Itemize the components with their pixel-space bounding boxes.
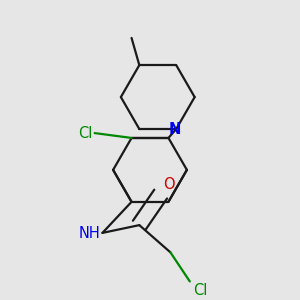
Text: O: O [164, 177, 175, 192]
Text: Cl: Cl [78, 126, 93, 141]
Text: NH: NH [79, 226, 101, 242]
Text: Cl: Cl [193, 284, 207, 298]
Text: N: N [169, 122, 182, 136]
